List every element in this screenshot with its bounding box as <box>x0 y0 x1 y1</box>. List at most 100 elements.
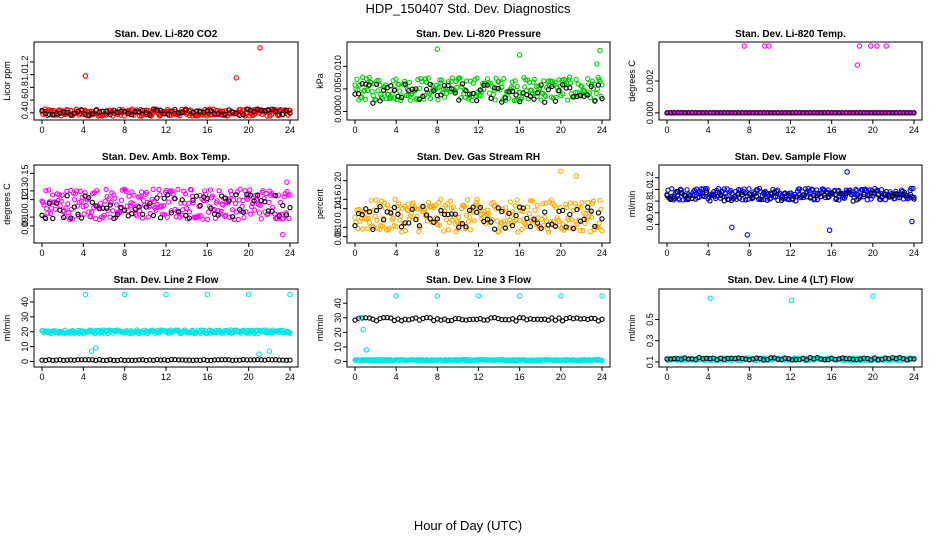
data-point-black <box>800 110 806 116</box>
x-tick-label: 4 <box>706 372 711 382</box>
data-point-black <box>377 98 383 104</box>
data-point-black <box>104 205 110 211</box>
data-point <box>529 198 536 204</box>
data-point <box>144 199 150 205</box>
data-point <box>380 223 386 229</box>
data-point-black <box>251 357 257 363</box>
x-tick-label: 20 <box>868 125 878 135</box>
data-point <box>71 197 78 203</box>
data-point <box>44 206 50 212</box>
data-point <box>275 192 282 198</box>
outlier-point <box>257 45 263 51</box>
data-point-black <box>132 206 139 213</box>
data-point-black <box>807 110 813 116</box>
data-point-black <box>139 107 146 114</box>
data-point <box>258 216 264 222</box>
outlier-point <box>558 168 564 175</box>
data-point <box>585 199 591 206</box>
x-tick-label: 24 <box>285 125 295 135</box>
data-point <box>280 215 286 222</box>
data-point-black <box>193 193 200 199</box>
data-point-black <box>513 318 519 324</box>
outlier-point <box>741 43 747 49</box>
data-point <box>588 214 595 220</box>
data-point-black <box>678 190 684 196</box>
data-point <box>354 76 360 83</box>
data-point-black <box>696 110 702 116</box>
data-point <box>237 106 243 113</box>
data-point <box>589 200 596 207</box>
data-point-black <box>204 195 210 202</box>
data-point-black <box>359 81 365 87</box>
x-tick-label: 12 <box>473 372 483 382</box>
data-point-black <box>864 110 871 116</box>
data-point <box>474 196 480 203</box>
data-point <box>598 206 604 212</box>
panel-title: Stan. Dev. Sample Flow <box>735 152 847 163</box>
data-point <box>563 201 569 208</box>
data-point <box>219 201 225 207</box>
data-point-black <box>240 357 246 363</box>
data-point-black <box>843 356 849 362</box>
data-point <box>721 186 727 192</box>
data-point <box>756 185 763 192</box>
data-point-black <box>459 220 466 227</box>
data-point <box>251 207 258 213</box>
data-point-black <box>255 356 261 363</box>
y-axis-label: percent <box>315 188 325 219</box>
data-point <box>183 205 190 212</box>
data-point <box>396 201 402 207</box>
data-point-black <box>265 356 272 363</box>
data-point-black <box>757 196 763 202</box>
outlier-point <box>475 293 482 299</box>
data-point-black <box>549 83 555 90</box>
x-tick-label: 0 <box>664 125 669 135</box>
data-point-black <box>179 109 185 116</box>
data-point-black <box>204 357 210 364</box>
data-point <box>669 186 675 192</box>
data-point <box>80 204 86 210</box>
data-point <box>165 199 172 205</box>
data-point-black <box>495 205 501 211</box>
data-point-black <box>796 192 803 198</box>
data-point <box>123 188 129 195</box>
data-point-black <box>556 87 562 94</box>
data-point-black <box>556 315 562 321</box>
data-point-black <box>488 219 494 225</box>
data-point <box>126 193 132 199</box>
data-point <box>287 330 293 337</box>
outlier-point <box>233 75 240 81</box>
data-point <box>151 198 157 205</box>
data-point-black <box>420 203 426 210</box>
plot-frame <box>346 288 611 368</box>
data-point-black <box>818 110 824 116</box>
panel-5: Stan. Dev. Gas Stream RH0 4 8 12 16 20 240.080… <box>315 152 611 258</box>
data-point <box>578 204 584 211</box>
y-tick-label: 0.8 <box>20 81 30 94</box>
data-point-black <box>283 107 290 113</box>
data-point-black <box>175 357 182 363</box>
data-point <box>543 93 549 100</box>
y-tick-label: 0.10 <box>20 208 30 226</box>
data-point-black <box>157 107 164 113</box>
data-point <box>590 198 597 204</box>
data-point-black <box>599 216 605 222</box>
data-point <box>371 207 377 213</box>
data-point-black <box>147 357 153 363</box>
outlier-point <box>280 231 286 238</box>
data-point <box>243 209 249 215</box>
y-tick-label: 20 <box>20 327 30 337</box>
data-point-black <box>240 112 246 118</box>
x-tick-label: 16 <box>515 125 525 135</box>
data-point-black <box>534 220 541 226</box>
outlier-point <box>788 297 795 304</box>
x-tick-label: 12 <box>473 248 483 258</box>
data-point <box>207 187 214 193</box>
data-point <box>585 76 591 82</box>
data-point <box>540 201 546 207</box>
data-point <box>523 77 529 83</box>
data-point-black <box>513 92 519 98</box>
data-point <box>407 213 413 219</box>
data-point-black <box>215 212 221 218</box>
data-point-black <box>470 316 476 322</box>
